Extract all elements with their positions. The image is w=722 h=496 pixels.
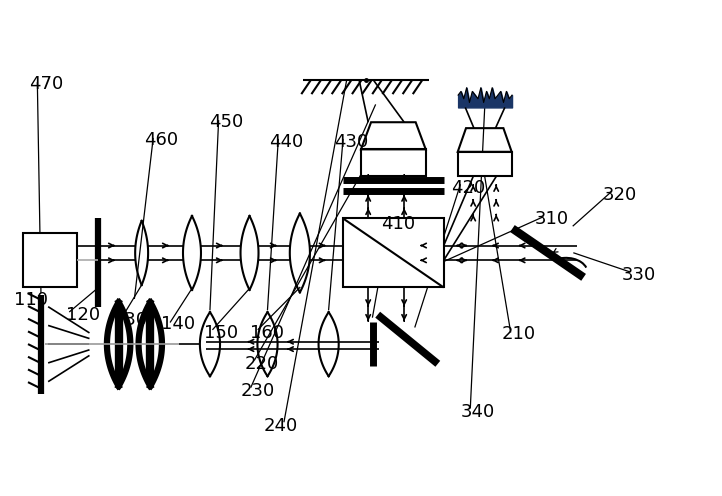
Text: 110: 110 [14, 291, 48, 309]
Text: 440: 440 [269, 133, 303, 151]
Text: 230: 230 [240, 382, 274, 400]
Text: 210: 210 [501, 325, 536, 343]
Bar [23, 233, 77, 288]
Text: 160: 160 [250, 324, 284, 342]
Bar [458, 152, 512, 177]
Text: 410: 410 [381, 215, 415, 233]
Text: 320: 320 [603, 186, 637, 204]
Text: 120: 120 [66, 306, 100, 323]
Text: 150: 150 [204, 324, 238, 342]
Text: 450: 450 [209, 113, 243, 131]
Text: 140: 140 [161, 315, 195, 333]
Text: 470: 470 [29, 75, 63, 93]
Text: 240: 240 [264, 417, 298, 434]
Text: 430: 430 [334, 133, 368, 151]
Text: 310: 310 [535, 210, 569, 228]
Text: 220: 220 [245, 355, 279, 373]
Text: 340: 340 [460, 403, 495, 421]
Bar [361, 149, 426, 177]
Bar [343, 218, 444, 288]
Text: 460: 460 [144, 131, 178, 149]
Text: 330: 330 [622, 266, 656, 284]
Text: 130: 130 [113, 310, 147, 328]
Text: 420: 420 [451, 179, 485, 197]
